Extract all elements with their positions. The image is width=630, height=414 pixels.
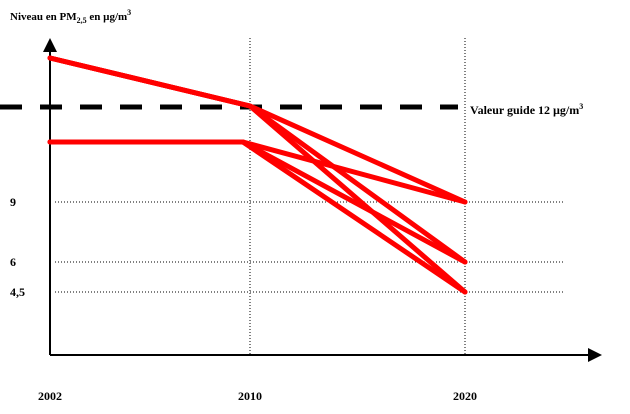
gridlines <box>55 38 565 355</box>
y-axis-arrow <box>43 38 57 52</box>
series-line-5 <box>47 139 468 295</box>
y-tick-label: 9 <box>10 195 16 209</box>
guide-label: Valeur guide 12 µg/m3 <box>470 102 583 117</box>
x-tick-label: 2020 <box>453 389 477 403</box>
x-tick-label: 2010 <box>238 389 262 403</box>
series-line-2 <box>47 55 468 295</box>
axes <box>43 38 602 362</box>
x-tick-label: 2002 <box>38 389 62 403</box>
x-axis-arrow <box>588 348 602 362</box>
series-lines <box>47 55 468 295</box>
chart-title: Niveau en PM2,5 en µg/m3 <box>10 8 131 25</box>
series-line-1 <box>47 55 468 265</box>
tick-labels: 2002 2010 2020 9 6 4,5 <box>10 195 477 403</box>
y-tick-label: 4,5 <box>10 285 25 299</box>
series-line-0 <box>47 55 468 205</box>
y-tick-label: 6 <box>10 255 16 269</box>
